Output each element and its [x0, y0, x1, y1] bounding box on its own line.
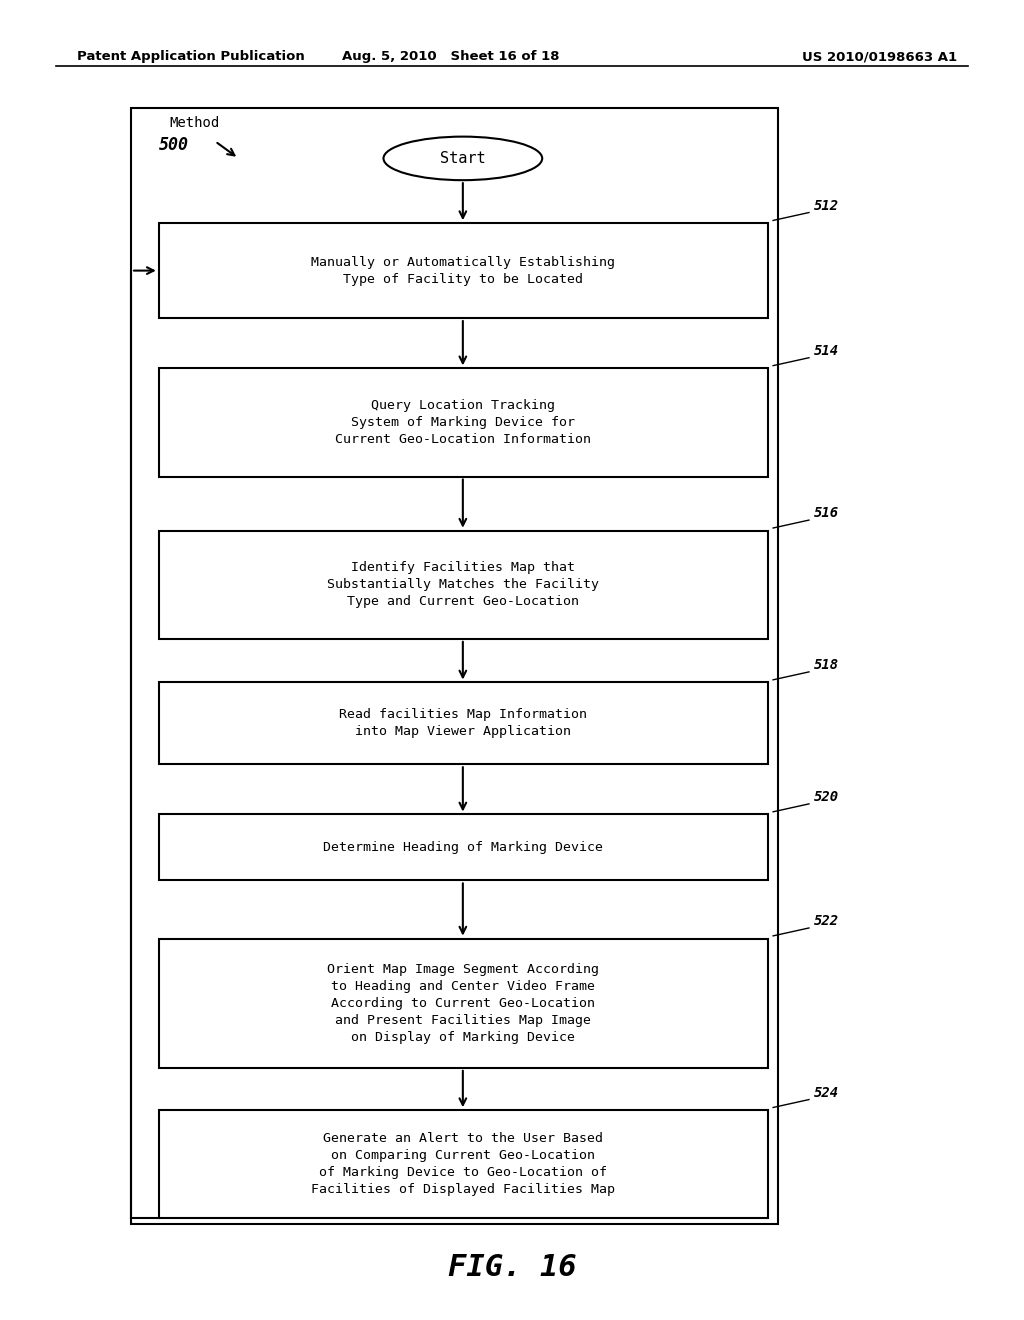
Text: 514: 514 [814, 343, 840, 358]
Bar [131, 108, 778, 1224]
Text: Aug. 5, 2010   Sheet 16 of 18: Aug. 5, 2010 Sheet 16 of 18 [342, 50, 559, 63]
Text: 524: 524 [814, 1085, 840, 1100]
Text: Query Location Tracking
System of Marking Device for
Current Geo-Location Inform: Query Location Tracking System of Markin… [335, 399, 591, 446]
FancyBboxPatch shape [159, 368, 768, 477]
Text: 516: 516 [814, 506, 840, 520]
Text: US 2010/0198663 A1: US 2010/0198663 A1 [803, 50, 957, 63]
Text: Start: Start [440, 150, 485, 166]
Text: Identify Facilities Map that
Substantially Matches the Facility
Type and Current: Identify Facilities Map that Substantial… [327, 561, 599, 609]
Text: Determine Heading of Marking Device: Determine Heading of Marking Device [323, 841, 603, 854]
Text: 520: 520 [814, 789, 840, 804]
Text: 500: 500 [159, 136, 188, 154]
Text: Read facilities Map Information
into Map Viewer Application: Read facilities Map Information into Map… [339, 709, 587, 738]
Text: Method: Method [169, 116, 219, 131]
FancyBboxPatch shape [159, 1110, 768, 1218]
FancyBboxPatch shape [159, 223, 768, 318]
FancyBboxPatch shape [159, 939, 768, 1068]
FancyBboxPatch shape [159, 814, 768, 880]
Text: Manually or Automatically Establishing
Type of Facility to be Located: Manually or Automatically Establishing T… [311, 256, 614, 285]
Text: FIG. 16: FIG. 16 [447, 1253, 577, 1282]
Text: Orient Map Image Segment According
to Heading and Center Video Frame
According t: Orient Map Image Segment According to He… [327, 962, 599, 1044]
Text: 518: 518 [814, 657, 840, 672]
Ellipse shape [383, 137, 543, 181]
Text: 522: 522 [814, 913, 840, 928]
FancyBboxPatch shape [159, 531, 768, 639]
Text: Generate an Alert to the User Based
on Comparing Current Geo-Location
of Marking: Generate an Alert to the User Based on C… [311, 1133, 614, 1196]
Text: Patent Application Publication: Patent Application Publication [77, 50, 304, 63]
FancyBboxPatch shape [159, 682, 768, 764]
Text: 512: 512 [814, 198, 840, 213]
